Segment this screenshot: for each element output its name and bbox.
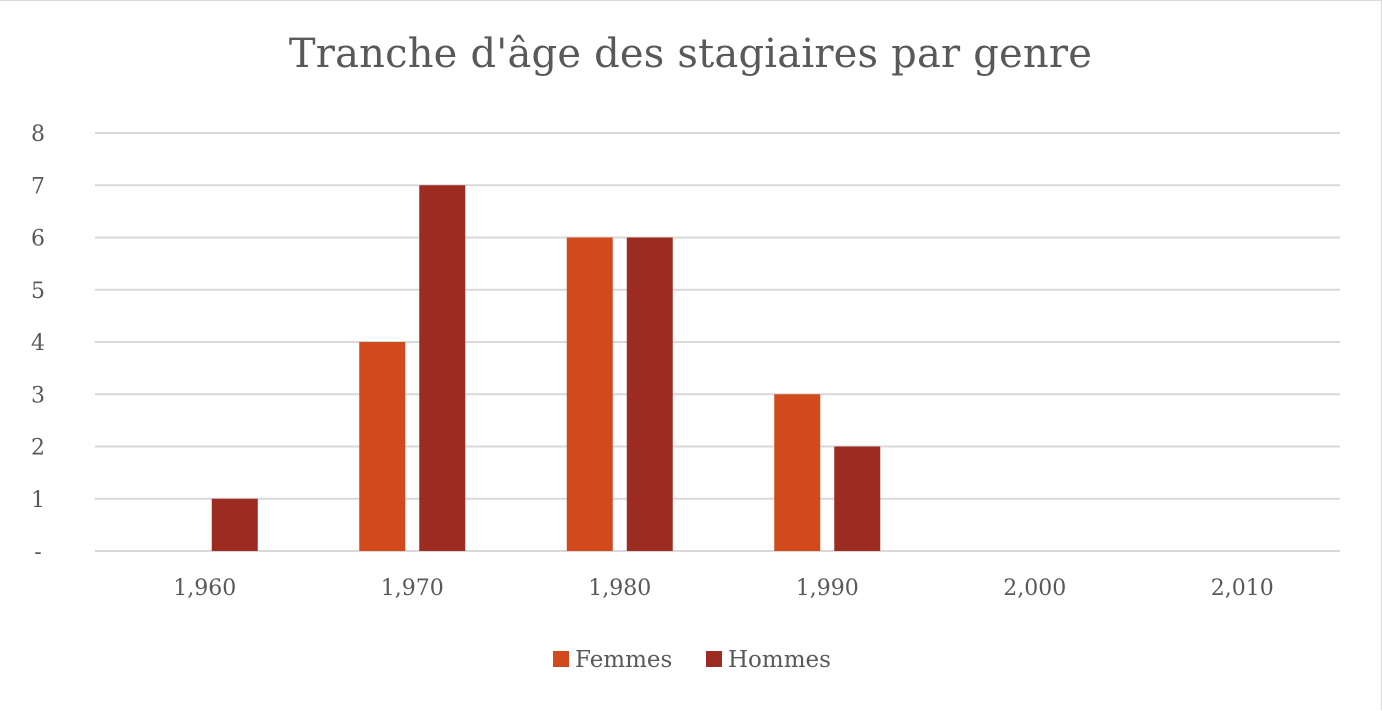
- legend-label: Femmes: [575, 647, 672, 673]
- bar-femmes: [359, 342, 406, 551]
- legend-label: Hommes: [728, 647, 831, 673]
- y-tick-label: 6: [31, 227, 45, 252]
- y-tick-label: -: [34, 540, 41, 565]
- bar-femmes: [566, 237, 613, 551]
- x-tick-label: 1,970: [381, 576, 444, 601]
- x-tick-label: 1,980: [588, 576, 651, 601]
- x-tick-label: 1,990: [796, 576, 859, 601]
- legend-swatch: [553, 651, 569, 667]
- y-tick-label: 3: [31, 383, 45, 408]
- y-tick-label: 2: [31, 436, 45, 461]
- bar-hommes: [834, 446, 881, 551]
- y-tick-label: 8: [31, 122, 45, 147]
- bar-hommes: [419, 185, 466, 551]
- y-tick-label: 5: [31, 279, 45, 304]
- chart-title: Tranche d'âge des stagiaires par genre: [288, 31, 1093, 77]
- bar-hommes: [211, 498, 258, 551]
- x-tick-label: 1,960: [173, 576, 236, 601]
- y-tick-label: 4: [31, 331, 45, 356]
- bar-hommes: [626, 237, 673, 551]
- x-tick-label: 2,010: [1211, 576, 1274, 601]
- y-tick-label: 7: [31, 174, 45, 199]
- bar-femmes: [774, 394, 821, 551]
- x-tick-label: 2,000: [1003, 576, 1066, 601]
- y-tick-label: 1: [31, 488, 45, 513]
- legend-swatch: [706, 651, 722, 667]
